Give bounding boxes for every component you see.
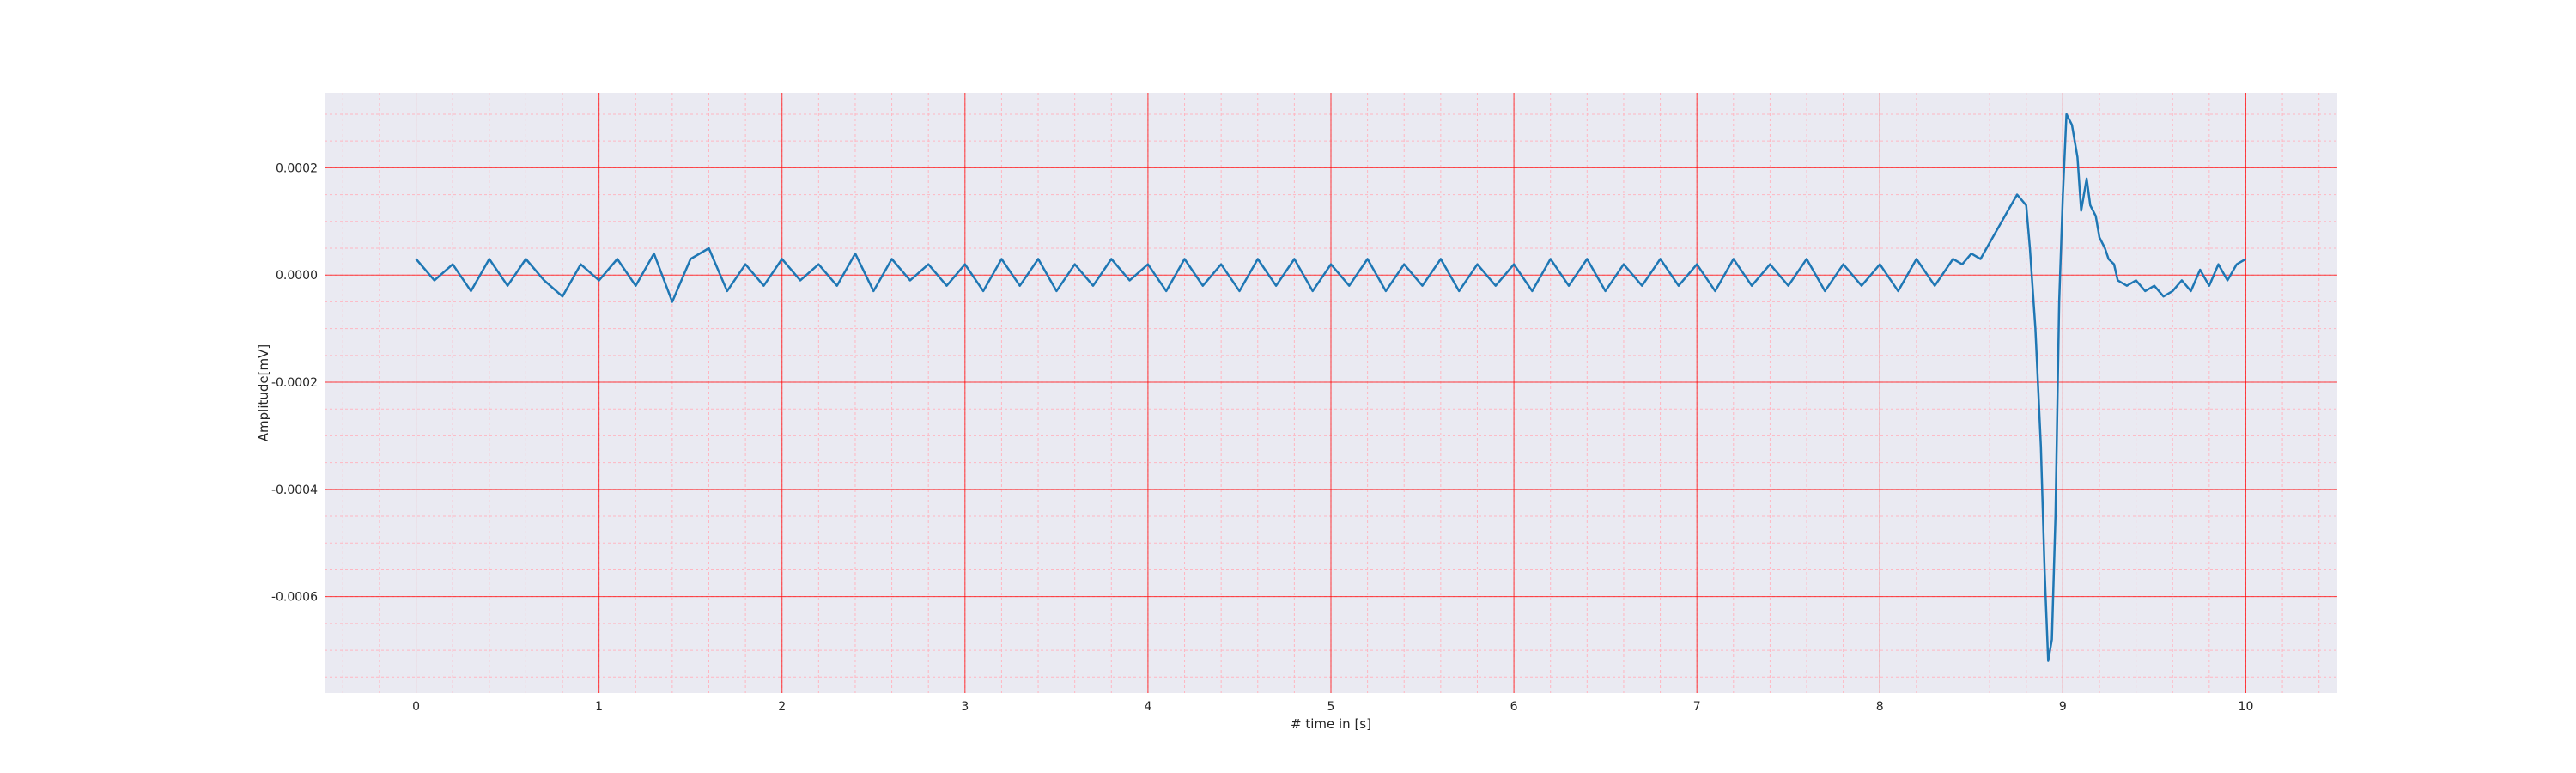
major-grid [325,93,2337,693]
x-tick-label: 2 [778,700,786,714]
series-line-0 [415,113,2247,662]
x-tick-label: 8 [1876,700,1884,714]
x-tick-label: 6 [1510,700,1518,714]
x-tick-label: 3 [961,700,969,714]
y-tick-label: -0.0004 [271,484,318,497]
y-tick-labels: 0.0002 0.0000 -0.0002 -0.0004 -0.0006 [271,161,318,604]
x-tick-label: 0 [412,700,420,714]
x-tick-label: 4 [1144,700,1151,714]
x-tick-label: 10 [2239,700,2254,714]
x-tick-label: 1 [595,700,603,714]
y-tick-label: -0.0006 [271,591,318,605]
x-tick-labels: 0 1 2 3 4 5 6 7 8 9 10 [412,700,2253,714]
x-tick-label: 5 [1327,700,1335,714]
y-tick-label: -0.0002 [271,376,318,390]
x-tick-label: 9 [2059,700,2067,714]
x-axis-label: # time in [s] [1291,716,1371,732]
y-tick-label: 0.0002 [276,161,318,175]
x-tick-label: 7 [1693,700,1701,714]
y-axis-label: Amplitude[mV] [256,344,271,441]
series-layer [415,113,2247,662]
y-tick-label: 0.0000 [276,269,318,283]
